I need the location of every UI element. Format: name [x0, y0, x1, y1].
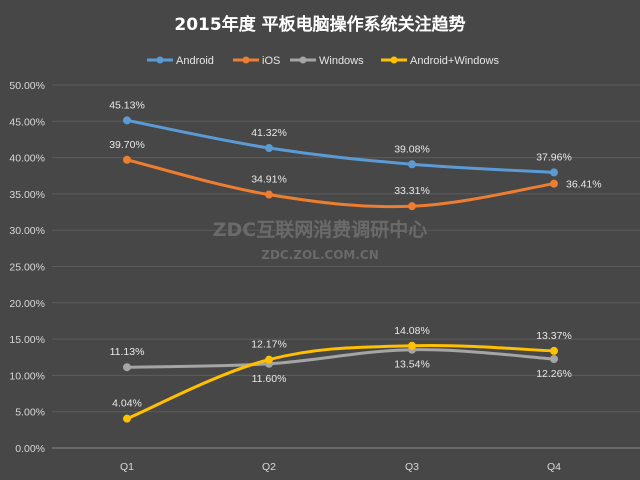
- data-point: [123, 414, 131, 423]
- data-point: [550, 354, 558, 363]
- x-axis-tick-labels: Q1 Q2 Q3 Q4: [120, 461, 561, 473]
- y-tick-label: 25.00%: [9, 262, 45, 274]
- legend-item-ios: iOS: [233, 55, 280, 67]
- x-tick-label: Q4: [547, 461, 561, 473]
- y-tick-label: 35.00%: [9, 189, 45, 201]
- x-tick-label: Q1: [120, 461, 134, 473]
- series-android: [123, 116, 558, 177]
- series-ios: [123, 155, 558, 211]
- data-point: [265, 190, 273, 199]
- data-label-windows: 11.13%: [110, 346, 145, 358]
- y-tick-label: 10.00%: [9, 370, 45, 382]
- data-label-ios: 33.31%: [394, 185, 430, 197]
- legend-item-android: Android: [147, 55, 214, 67]
- y-tick-label: 40.00%: [9, 153, 45, 165]
- y-tick-label: 15.00%: [9, 334, 45, 346]
- x-tick-label: Q3: [405, 461, 419, 473]
- data-label-android-windows: 12.17%: [251, 339, 287, 351]
- watermark-text: ZDC互联网消费调研中心: [213, 218, 428, 241]
- data-point: [123, 363, 131, 372]
- legend-item-android-windows: Android+Windows: [381, 55, 499, 67]
- data-point: [550, 179, 558, 188]
- data-point: [123, 116, 131, 125]
- y-tick-label: 0.00%: [15, 443, 45, 455]
- series-android-windows: [123, 341, 558, 423]
- x-tick-label: Q2: [262, 461, 276, 473]
- data-label-android: 37.96%: [536, 151, 572, 163]
- data-label-windows: 11.60%: [252, 373, 287, 385]
- legend-marker: [156, 56, 164, 64]
- data-label-windows: 12.26%: [536, 368, 572, 380]
- data-label-android: 41.32%: [251, 127, 287, 139]
- series-line: [126, 158, 555, 209]
- series-lines: [123, 116, 558, 423]
- data-label-android: 39.08%: [394, 143, 430, 155]
- watermark-url: ZDC.ZOL.COM.CN: [261, 248, 379, 262]
- y-tick-label: 45.00%: [9, 116, 45, 128]
- watermark: ZDC互联网消费调研中心 ZDC.ZOL.COM.CN: [213, 218, 428, 262]
- data-label-android-windows: 14.08%: [394, 325, 430, 337]
- data-label-ios: 39.70%: [109, 139, 145, 151]
- data-point: [408, 341, 416, 350]
- data-label-android: 45.13%: [109, 99, 145, 111]
- data-point: [265, 144, 273, 153]
- data-point: [550, 346, 558, 355]
- legend-marker: [390, 56, 398, 64]
- chart-title: 2015年度 平板电脑操作系统关注趋势: [174, 14, 465, 35]
- data-point: [408, 160, 416, 169]
- legend-label: iOS: [262, 55, 280, 67]
- data-labels: 45.13% 41.32% 39.08% 37.96% 39.70% 34.91% 33.3…: [109, 99, 601, 409]
- data-point: [408, 202, 416, 211]
- legend-label: Android+Windows: [410, 55, 499, 67]
- y-tick-label: 30.00%: [9, 225, 45, 237]
- series-line: [126, 118, 555, 174]
- legend-item-windows: Windows: [290, 55, 364, 67]
- data-label-android-windows: 4.04%: [112, 398, 142, 410]
- y-tick-label: 5.00%: [15, 407, 45, 419]
- legend-marker: [242, 56, 250, 64]
- data-point: [123, 155, 131, 164]
- data-label-windows: 13.54%: [394, 359, 430, 371]
- y-axis-tick-labels: 0.00% 5.00% 10.00% 15.00% 20.00% 25.00% 30.00%…: [9, 80, 45, 455]
- data-point: [550, 168, 558, 177]
- data-label-ios: 34.91%: [251, 174, 287, 186]
- legend-label: Windows: [319, 55, 364, 67]
- y-tick-label: 50.00%: [9, 80, 45, 92]
- series-line: [126, 344, 555, 421]
- legend: Android iOS Windows Android+Windows: [147, 55, 499, 67]
- legend-label: Android: [176, 55, 214, 67]
- legend-marker: [299, 56, 307, 64]
- series-line: [126, 348, 555, 369]
- data-point: [265, 355, 273, 364]
- data-label-android-windows: 13.37%: [536, 330, 572, 342]
- y-tick-label: 20.00%: [9, 298, 45, 310]
- data-label-ios: 36.41%: [566, 179, 602, 191]
